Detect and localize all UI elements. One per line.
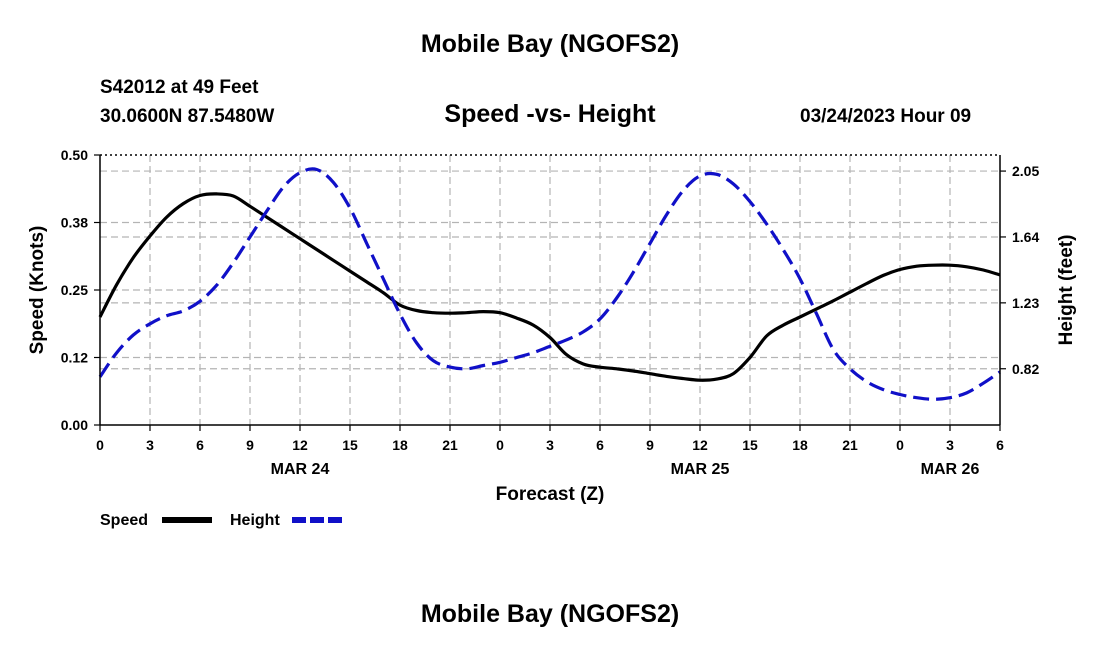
chart-title-top: Mobile Bay (NGOFS2) — [420, 30, 680, 58]
x-tick-label: 9 — [246, 437, 254, 453]
y-tick-label-left: 0.00 — [61, 417, 88, 433]
coordinates-label: 30.0600N 87.5480W — [100, 106, 275, 127]
legend-label-height: Height — [230, 512, 280, 529]
x-tick-label: 21 — [842, 437, 858, 453]
date-label: MAR 25 — [671, 461, 730, 478]
station-label: S42012 at 49 Feet — [100, 77, 259, 98]
x-tick-label: 3 — [546, 437, 554, 453]
x-tick-label: 3 — [146, 437, 154, 453]
series-layer — [98, 167, 1001, 401]
y-tick-label-left: 0.50 — [61, 147, 88, 163]
x-tick-label: 12 — [692, 437, 708, 453]
series-line-height — [98, 167, 1001, 401]
x-tick-label: 15 — [742, 437, 758, 453]
x-tick-label: 3 — [946, 437, 954, 453]
series-line-speed — [98, 192, 1001, 382]
y-tick-label-right: 1.23 — [1012, 295, 1039, 311]
y-tick-label-left: 0.12 — [61, 350, 88, 366]
x-tick-label: 6 — [196, 437, 204, 453]
y-tick-label-right: 1.64 — [1012, 229, 1039, 245]
date-label: MAR 24 — [271, 461, 330, 478]
x-tick-label: 12 — [292, 437, 308, 453]
legend-label-speed: Speed — [100, 512, 148, 529]
label-layer: 0 3 6 9 12 15 18 21 0 3 6 9 12 15 18 21 0 3 6 MAR 24 MAR 25 M… — [61, 147, 1040, 478]
chart-title-bottom: Mobile Bay (NGOFS2) — [420, 600, 680, 628]
y-tick-label-left: 0.38 — [61, 215, 88, 231]
x-tick-label: 15 — [342, 437, 358, 453]
x-tick-label: 18 — [792, 437, 808, 453]
x-tick-label: 21 — [442, 437, 458, 453]
chart-subtitle: Speed -vs- Height — [444, 100, 656, 128]
x-axis-title: Forecast (Z) — [496, 484, 605, 505]
y-tick-label-right: 0.82 — [1012, 361, 1039, 377]
x-tick-label: 0 — [96, 437, 104, 453]
x-tick-label: 6 — [996, 437, 1004, 453]
date-label: MAR 26 — [921, 461, 980, 478]
y-axis-title-right: Height (feet) — [1056, 235, 1077, 346]
x-tick-label: 18 — [392, 437, 408, 453]
x-tick-label: 0 — [496, 437, 504, 453]
x-tick-label: 0 — [896, 437, 904, 453]
legend: Speed Height — [100, 512, 342, 529]
forecast-datetime: 03/24/2023 Hour 09 — [800, 106, 972, 127]
grid-layer — [100, 155, 1000, 425]
y-tick-label-right: 2.05 — [1012, 163, 1039, 179]
y-axis-title-left: Speed (Knots) — [27, 226, 48, 355]
x-tick-label: 6 — [596, 437, 604, 453]
frame-layer — [94, 154, 1006, 431]
x-tick-label: 9 — [646, 437, 654, 453]
y-tick-label-left: 0.25 — [61, 282, 88, 298]
